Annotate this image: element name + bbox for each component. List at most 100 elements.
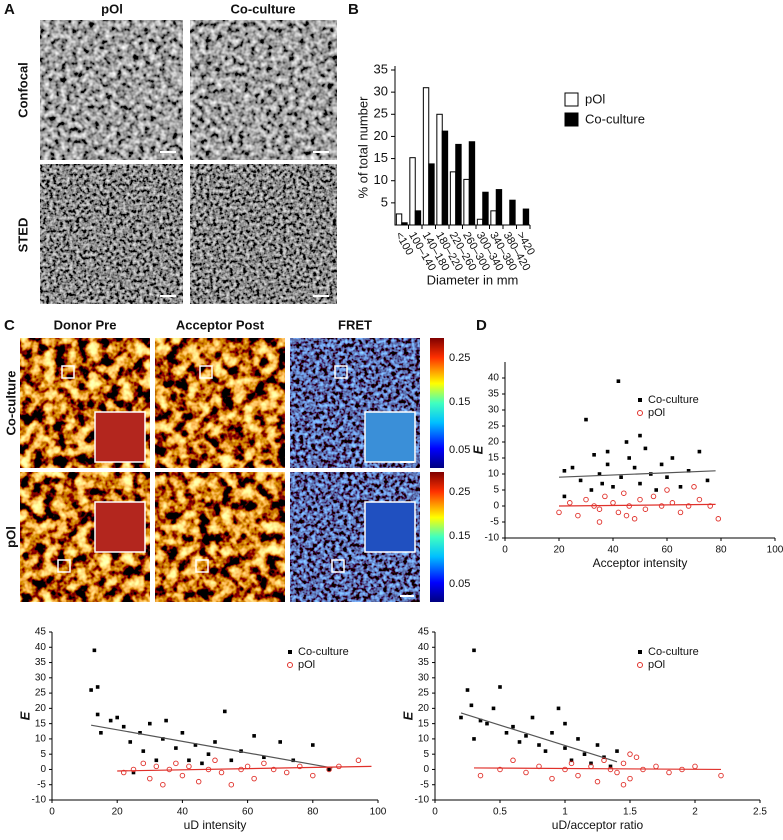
y-tick-label: -10 <box>32 795 47 806</box>
point <box>569 758 574 763</box>
point <box>261 760 267 767</box>
legend-swatch <box>564 92 579 107</box>
point <box>95 685 100 689</box>
y-tick-label: 45 <box>418 627 430 638</box>
point <box>562 766 568 773</box>
point <box>213 740 217 744</box>
point <box>108 718 113 723</box>
point <box>563 746 567 750</box>
point <box>620 760 627 767</box>
x-tick-label: 2.5 <box>753 807 767 818</box>
y-tick-label: 25 <box>488 421 500 432</box>
x-tick-label: 100 <box>767 545 783 556</box>
point <box>200 761 204 766</box>
legend-label: Co-culture <box>648 646 699 658</box>
point <box>187 758 191 763</box>
point <box>638 433 642 438</box>
point <box>510 757 516 764</box>
point <box>615 749 619 753</box>
point <box>627 456 631 460</box>
legend-label: pOl <box>298 659 315 671</box>
x-tick-label: 80 <box>307 807 319 818</box>
point <box>626 503 632 509</box>
colorbar <box>430 338 444 468</box>
point <box>601 757 607 764</box>
point <box>239 749 243 753</box>
point <box>582 752 587 756</box>
point <box>478 718 483 723</box>
point <box>218 769 225 776</box>
bar <box>436 113 443 226</box>
point <box>549 775 555 782</box>
point <box>92 648 97 653</box>
y-tick-label: 30 <box>374 84 388 99</box>
y-tick-label: 15 <box>374 150 388 165</box>
y-tick-label: 25 <box>35 688 47 699</box>
trend-line <box>460 712 618 763</box>
row-header: Confocal <box>15 62 30 118</box>
x-tick-label: 0.5 <box>493 807 507 818</box>
point <box>115 715 119 720</box>
legend-marker <box>637 410 643 416</box>
colorbar-tick-label: 0.05 <box>449 444 470 456</box>
colorbar-tick-label: 0.25 <box>449 486 470 498</box>
colorbar-tick-label: 0.15 <box>449 530 470 542</box>
point <box>141 749 146 753</box>
point <box>715 516 722 522</box>
point <box>575 512 581 519</box>
point <box>562 469 567 473</box>
point <box>283 769 290 776</box>
column-header: Acceptor Post <box>176 317 265 332</box>
point <box>638 481 642 486</box>
point <box>643 446 648 451</box>
x-tick-label: 60 <box>661 545 673 556</box>
point <box>238 766 244 773</box>
y-tick-label: 25 <box>374 106 388 121</box>
colorbar-tick-label: 0.25 <box>449 352 470 364</box>
x-tick-label: 60 <box>242 807 254 818</box>
colorbar <box>430 472 444 602</box>
point <box>497 766 503 773</box>
point <box>498 685 502 689</box>
point <box>596 506 603 512</box>
point <box>602 493 608 500</box>
axis <box>434 632 760 801</box>
point <box>130 766 137 773</box>
y-tick-label: 0 <box>423 764 429 775</box>
y-tick-label: 15 <box>488 453 500 464</box>
point <box>297 763 303 770</box>
point <box>642 506 649 512</box>
x-tick-label: 1.5 <box>623 807 637 818</box>
point <box>570 465 575 470</box>
point <box>251 775 257 782</box>
x-tick-label: 40 <box>607 545 619 556</box>
y-tick-label: -5 <box>37 779 46 790</box>
point <box>619 475 623 479</box>
point <box>517 740 522 744</box>
point <box>161 737 165 741</box>
point <box>578 478 583 483</box>
scale-bars <box>160 151 329 297</box>
bar <box>482 191 489 226</box>
y-tick-label: 5 <box>381 194 388 209</box>
point <box>140 760 147 767</box>
point <box>607 766 614 773</box>
y-tick-label: 20 <box>374 128 388 143</box>
bar <box>490 210 497 226</box>
x-tick-label: 100 <box>370 807 387 818</box>
y-tick-label: 10 <box>418 734 430 745</box>
micrograph <box>155 338 285 468</box>
point <box>605 449 610 454</box>
point <box>472 737 476 741</box>
y-tick-label: 40 <box>488 373 500 384</box>
point <box>615 509 622 516</box>
point <box>550 731 554 735</box>
row-header: STED <box>15 218 30 253</box>
point <box>653 763 659 770</box>
point <box>252 734 256 738</box>
point <box>605 462 610 467</box>
point <box>697 449 702 454</box>
panel-label: C <box>4 317 15 334</box>
point <box>597 472 602 476</box>
